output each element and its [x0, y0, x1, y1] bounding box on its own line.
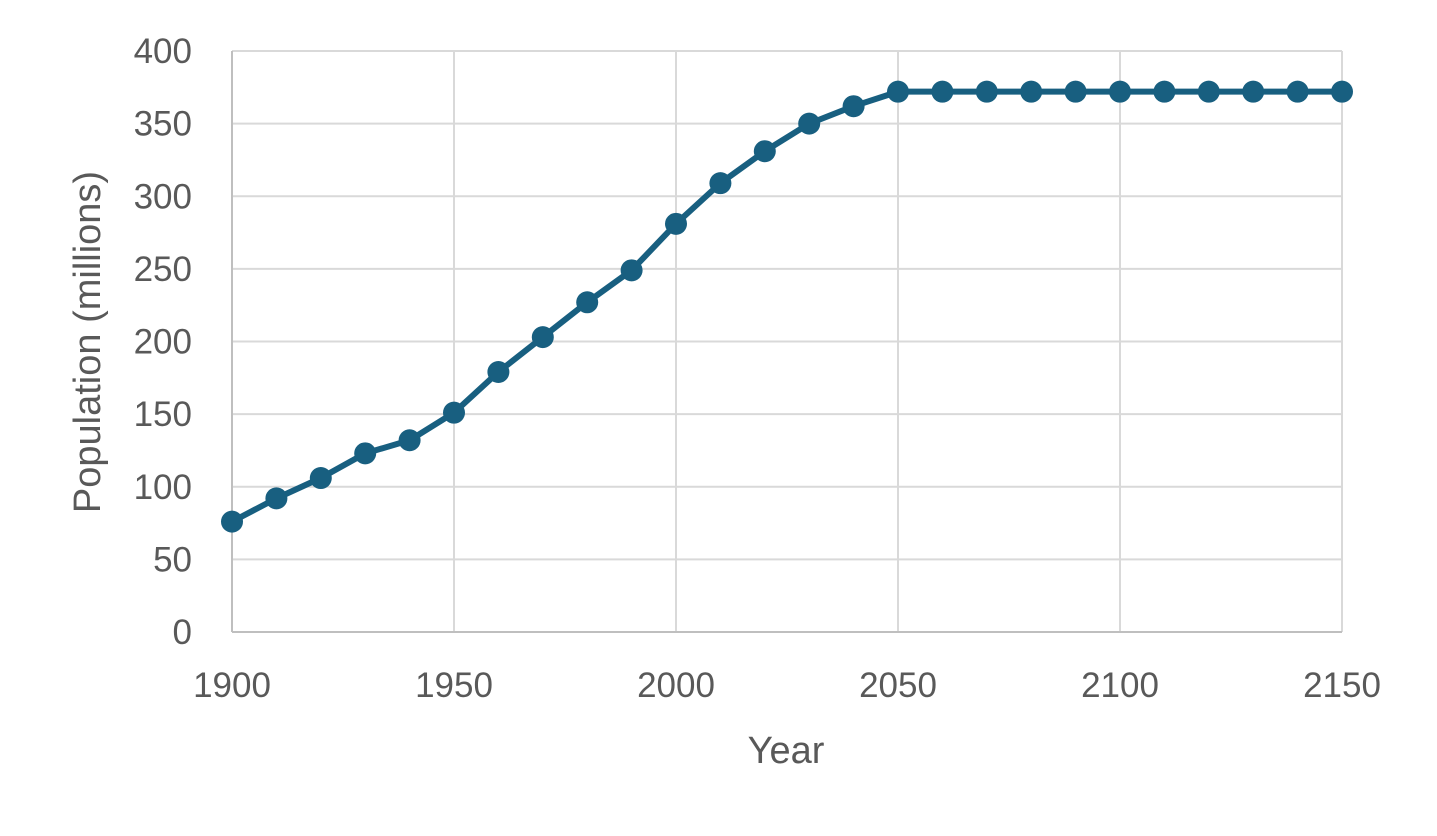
x-tick-label: 1900: [193, 666, 271, 705]
data-point[interactable]: [487, 361, 510, 384]
y-tick-label: 0: [173, 613, 192, 652]
y-tick-label: 350: [134, 105, 192, 144]
data-point[interactable]: [398, 429, 421, 452]
data-point[interactable]: [354, 442, 377, 465]
data-point[interactable]: [753, 140, 776, 163]
y-tick-label: 100: [134, 468, 192, 507]
x-tick-label: 2150: [1303, 666, 1381, 705]
data-point[interactable]: [531, 326, 554, 349]
y-tick-label: 50: [153, 540, 192, 579]
data-point[interactable]: [309, 467, 332, 490]
data-point[interactable]: [1020, 80, 1043, 103]
y-tick-label: 300: [134, 177, 192, 216]
data-point[interactable]: [1109, 80, 1131, 103]
data-point[interactable]: [1242, 80, 1265, 103]
data-point[interactable]: [842, 95, 865, 118]
data-point[interactable]: [1331, 80, 1353, 103]
data-point[interactable]: [1064, 80, 1087, 103]
data-point[interactable]: [975, 80, 998, 103]
x-tick-label: 2050: [859, 666, 937, 705]
series-line: [229, 88, 1345, 525]
series-layer: [221, 80, 1353, 533]
data-point[interactable]: [1153, 80, 1176, 103]
grid-layer: [232, 50, 1343, 632]
data-point[interactable]: [221, 510, 243, 533]
data-point[interactable]: [1197, 80, 1220, 103]
y-tick-label: 200: [134, 323, 192, 362]
data-point[interactable]: [709, 172, 732, 195]
x-tick-label: 2100: [1081, 666, 1159, 705]
tick-labels: 0 50 100 150 200 250 300 350 400 1900 1950 2000 2050…: [134, 32, 1381, 705]
y-tick-label: 250: [134, 250, 192, 289]
y-tick-label: 400: [134, 32, 192, 71]
data-point[interactable]: [1286, 80, 1309, 103]
axis-layer: [231, 51, 1342, 633]
data-point[interactable]: [887, 80, 909, 103]
data-point[interactable]: [798, 112, 821, 135]
data-point[interactable]: [265, 487, 288, 510]
y-axis-title: Population (millions): [67, 171, 109, 513]
data-point[interactable]: [576, 291, 599, 314]
data-point[interactable]: [931, 80, 954, 103]
x-axis-title: Year: [748, 730, 825, 772]
x-tick-label: 2000: [637, 666, 715, 705]
data-point[interactable]: [443, 401, 465, 424]
x-tick-label: 1950: [415, 666, 493, 705]
data-point[interactable]: [665, 212, 687, 235]
y-tick-label: 150: [134, 395, 192, 434]
data-point[interactable]: [620, 259, 643, 282]
